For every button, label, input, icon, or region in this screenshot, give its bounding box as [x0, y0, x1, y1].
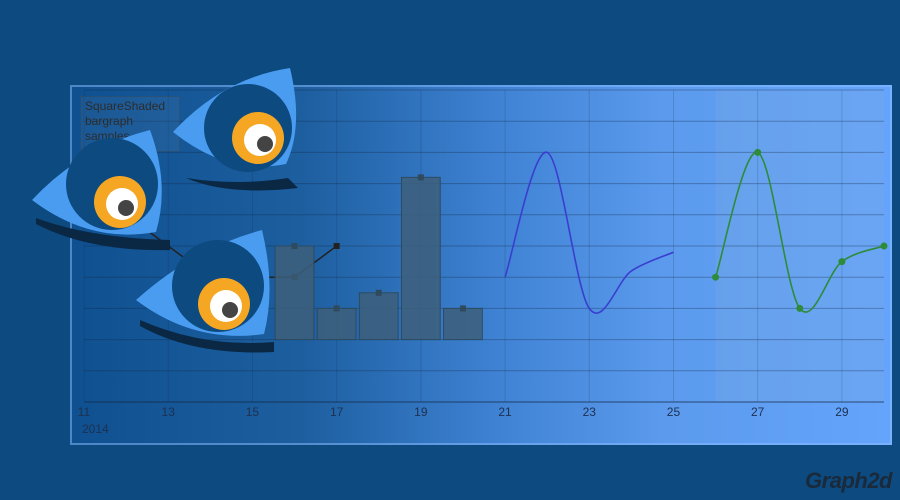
x-tick-label: 15 — [246, 405, 260, 419]
x-tick-label: 29 — [835, 405, 849, 419]
data-point — [796, 304, 804, 312]
x-tick-label: 17 — [330, 405, 344, 419]
x-tick-label: 27 — [751, 405, 765, 419]
bar-marker — [459, 305, 466, 312]
brand-logo: Graph2d — [805, 468, 892, 493]
bar — [400, 176, 441, 341]
bar-marker — [333, 305, 340, 312]
mascot-eye-icon — [136, 230, 274, 353]
x-tick-label: 13 — [162, 405, 176, 419]
data-point — [333, 243, 340, 249]
bar — [316, 307, 357, 341]
bar-marker — [417, 174, 424, 181]
x-tick-label: 25 — [667, 405, 681, 419]
data-point — [838, 258, 846, 266]
bar-marker — [375, 289, 382, 296]
series-line — [504, 151, 674, 314]
x-tick-label: 23 — [583, 405, 597, 419]
bar — [443, 307, 483, 341]
mascot-eye-icon — [173, 68, 298, 191]
legend-label-squareshaded: SquareShaded — [85, 99, 166, 113]
bar — [274, 245, 315, 341]
highlight-region — [715, 90, 884, 402]
legend-label-bargraph: bargraph — [85, 114, 134, 128]
bar — [358, 292, 399, 341]
data-point — [880, 242, 888, 250]
data-point — [712, 273, 720, 281]
x-tick-label: 21 — [498, 405, 512, 419]
x-tick-label: 11 — [78, 405, 91, 419]
x-tick-label: 19 — [414, 405, 428, 419]
bar-marker — [291, 243, 298, 249]
data-point — [754, 148, 762, 156]
mascot-eye-icon — [32, 130, 170, 251]
x-axis-title: 2014 — [82, 422, 109, 436]
